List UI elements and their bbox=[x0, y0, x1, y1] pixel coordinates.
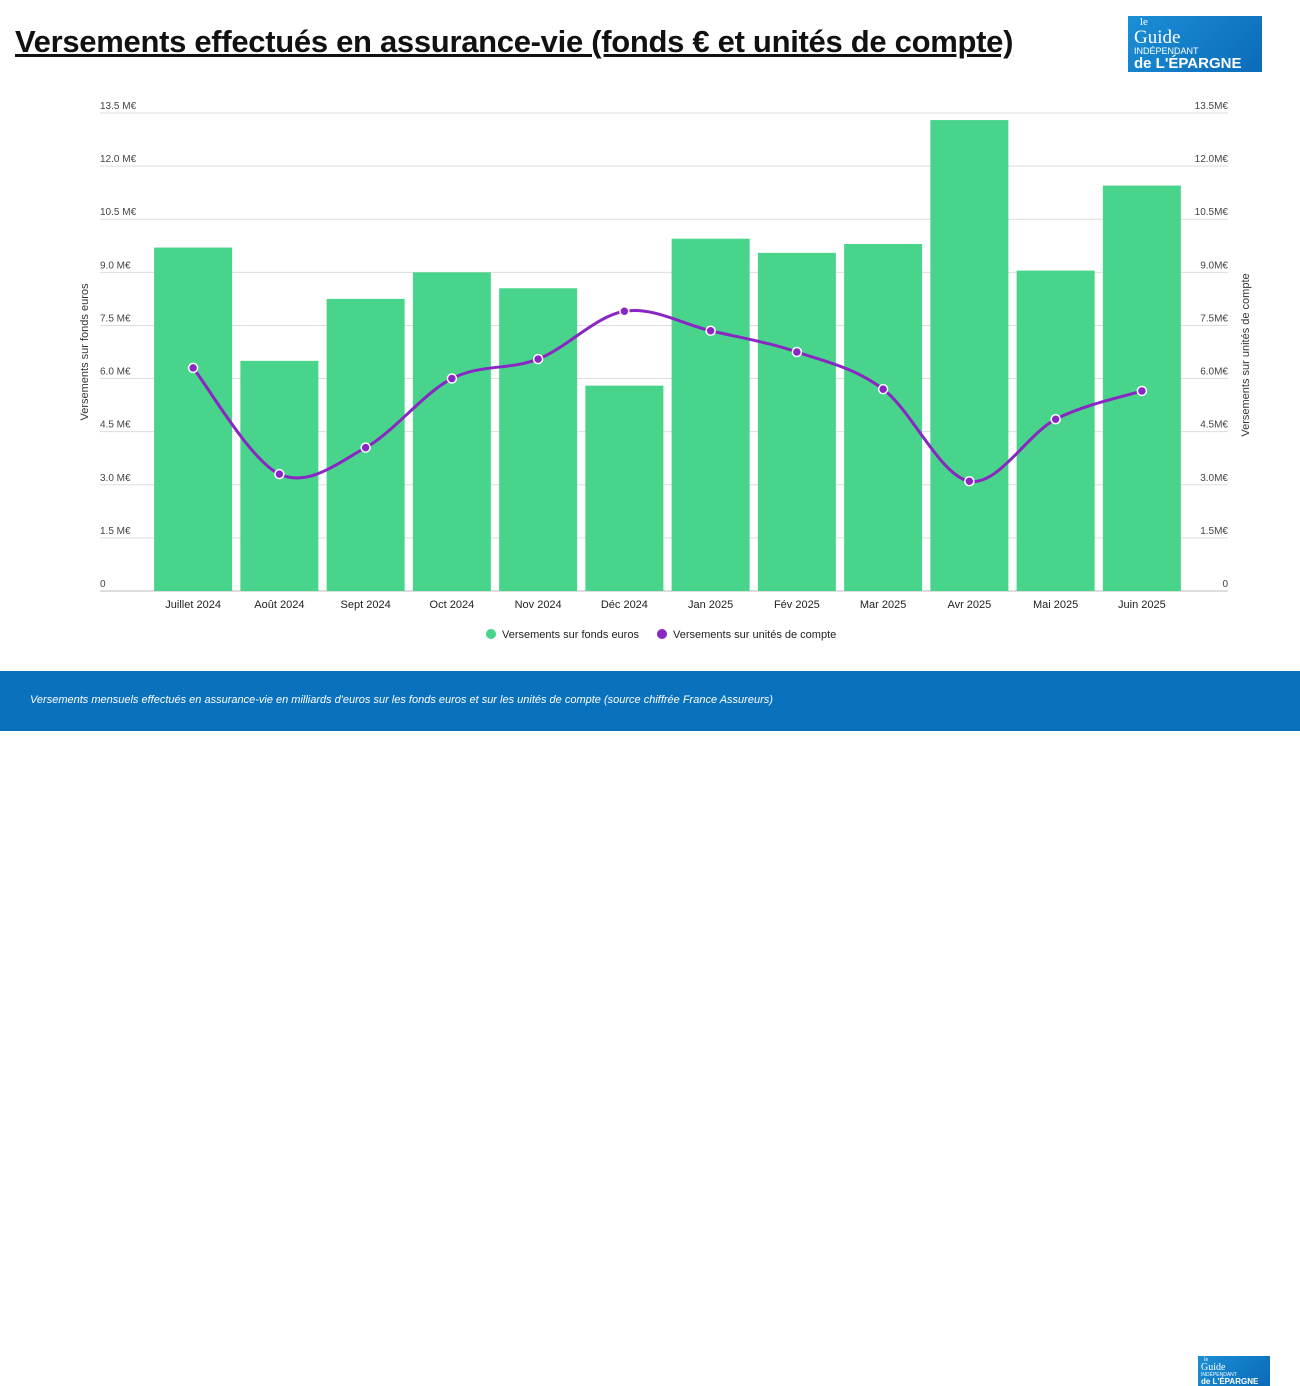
y-tick-left: 4.5 M€ bbox=[100, 420, 131, 431]
y-axis-label-right: Versements sur unités de compte bbox=[1240, 273, 1252, 436]
combo-chart: 0 0 1.5 M€ 1.5M€ 3.0 M€ 3.0M€ 4.5 M€ 4.5M€ 6.0 M… bbox=[79, 101, 1252, 641]
legend-marker-unites-compte bbox=[657, 629, 667, 639]
x-tick-label: Mai 2025 bbox=[1033, 599, 1078, 611]
line-point bbox=[1050, 414, 1061, 425]
y-tick-right: 9.0M€ bbox=[1200, 260, 1228, 271]
x-tick-label: Juin 2025 bbox=[1118, 599, 1166, 611]
bar bbox=[412, 272, 491, 591]
y-tick-right: 1.5M€ bbox=[1200, 526, 1228, 537]
x-tick-label: Nov 2024 bbox=[515, 599, 562, 611]
footer-banner: Versements mensuels effectués en assuran… bbox=[0, 671, 1300, 1386]
logo-text: de L'ÉPARGNE bbox=[1201, 1376, 1259, 1386]
y-tick-left: 12.0 M€ bbox=[100, 154, 137, 165]
y-tick-right: 3.0M€ bbox=[1200, 473, 1228, 484]
y-tick-left: 7.5 M€ bbox=[100, 313, 131, 324]
logo-text: Guide bbox=[1134, 27, 1181, 48]
y-tick-right: 10.5M€ bbox=[1195, 207, 1229, 218]
y-tick-right: 4.5M€ bbox=[1200, 420, 1228, 431]
line-point bbox=[187, 362, 199, 374]
logo-text: INDÉPENDANT bbox=[1134, 46, 1199, 56]
y-tick-left: 10.5 M€ bbox=[100, 207, 137, 218]
y-tick-left: 9.0 M€ bbox=[100, 260, 131, 271]
y-tick-left: 0 bbox=[100, 579, 106, 590]
bar bbox=[154, 247, 233, 591]
line-point bbox=[705, 325, 716, 337]
bar bbox=[1016, 270, 1095, 591]
x-tick-label: Sept 2024 bbox=[341, 599, 391, 611]
x-tick-label: Oct 2024 bbox=[430, 599, 475, 611]
x-tick-label: Mar 2025 bbox=[860, 599, 906, 611]
bar bbox=[930, 120, 1009, 591]
line-point bbox=[1136, 385, 1148, 397]
x-tick-label: Fév 2025 bbox=[774, 599, 820, 611]
legend-label-unites-compte: Versements sur unités de compte bbox=[673, 629, 836, 641]
y-tick-left: 1.5 M€ bbox=[100, 526, 131, 537]
line-point bbox=[532, 353, 544, 365]
y-tick-left: 3.0 M€ bbox=[100, 473, 131, 484]
line-point bbox=[619, 306, 630, 317]
y-tick-right: 0 bbox=[1222, 579, 1228, 590]
x-tick-label: Jan 2025 bbox=[688, 599, 733, 611]
logo-text: Guide bbox=[1201, 1361, 1226, 1373]
line-point bbox=[877, 383, 889, 395]
line-point bbox=[964, 475, 975, 487]
bar bbox=[585, 385, 664, 591]
logo-text: le bbox=[1140, 16, 1148, 28]
y-tick-right: 13.5M€ bbox=[1195, 101, 1229, 112]
line-point bbox=[360, 442, 371, 453]
page-title: Versements effectués en assurance-vie (f… bbox=[15, 24, 1014, 59]
bar bbox=[499, 288, 578, 591]
line-point bbox=[446, 373, 458, 384]
legend-marker-fonds-euros bbox=[486, 629, 496, 639]
line-point bbox=[274, 468, 285, 480]
line-point bbox=[791, 346, 803, 358]
legend-label-fonds-euros: Versements sur fonds euros bbox=[502, 629, 639, 641]
y-tick-right: 12.0M€ bbox=[1195, 154, 1229, 165]
y-tick-right: 6.0M€ bbox=[1200, 367, 1228, 378]
logo-text: de L'ÉPARGNE bbox=[1134, 55, 1242, 72]
x-tick-label: Déc 2024 bbox=[601, 599, 648, 611]
y-tick-right: 7.5M€ bbox=[1200, 313, 1228, 324]
x-tick-label: Juillet 2024 bbox=[165, 599, 221, 611]
x-tick-label: Août 2024 bbox=[254, 599, 304, 611]
series-line bbox=[191, 308, 1143, 483]
y-axis-label-left: Versements sur fonds euros bbox=[79, 283, 91, 420]
footer-logo: le Guide INDÉPENDANT de L'ÉPARGNE bbox=[1198, 1356, 1270, 1386]
y-tick-left: 6.0 M€ bbox=[100, 367, 131, 378]
footer-caption: Versements mensuels effectués en assuran… bbox=[30, 694, 773, 706]
x-tick-label: Avr 2025 bbox=[947, 599, 991, 611]
bar bbox=[757, 252, 836, 591]
bar bbox=[671, 238, 750, 591]
logo: le Guide INDÉPENDANT de L'ÉPARGNE bbox=[1128, 16, 1262, 72]
y-tick-left: 13.5 M€ bbox=[100, 101, 137, 112]
